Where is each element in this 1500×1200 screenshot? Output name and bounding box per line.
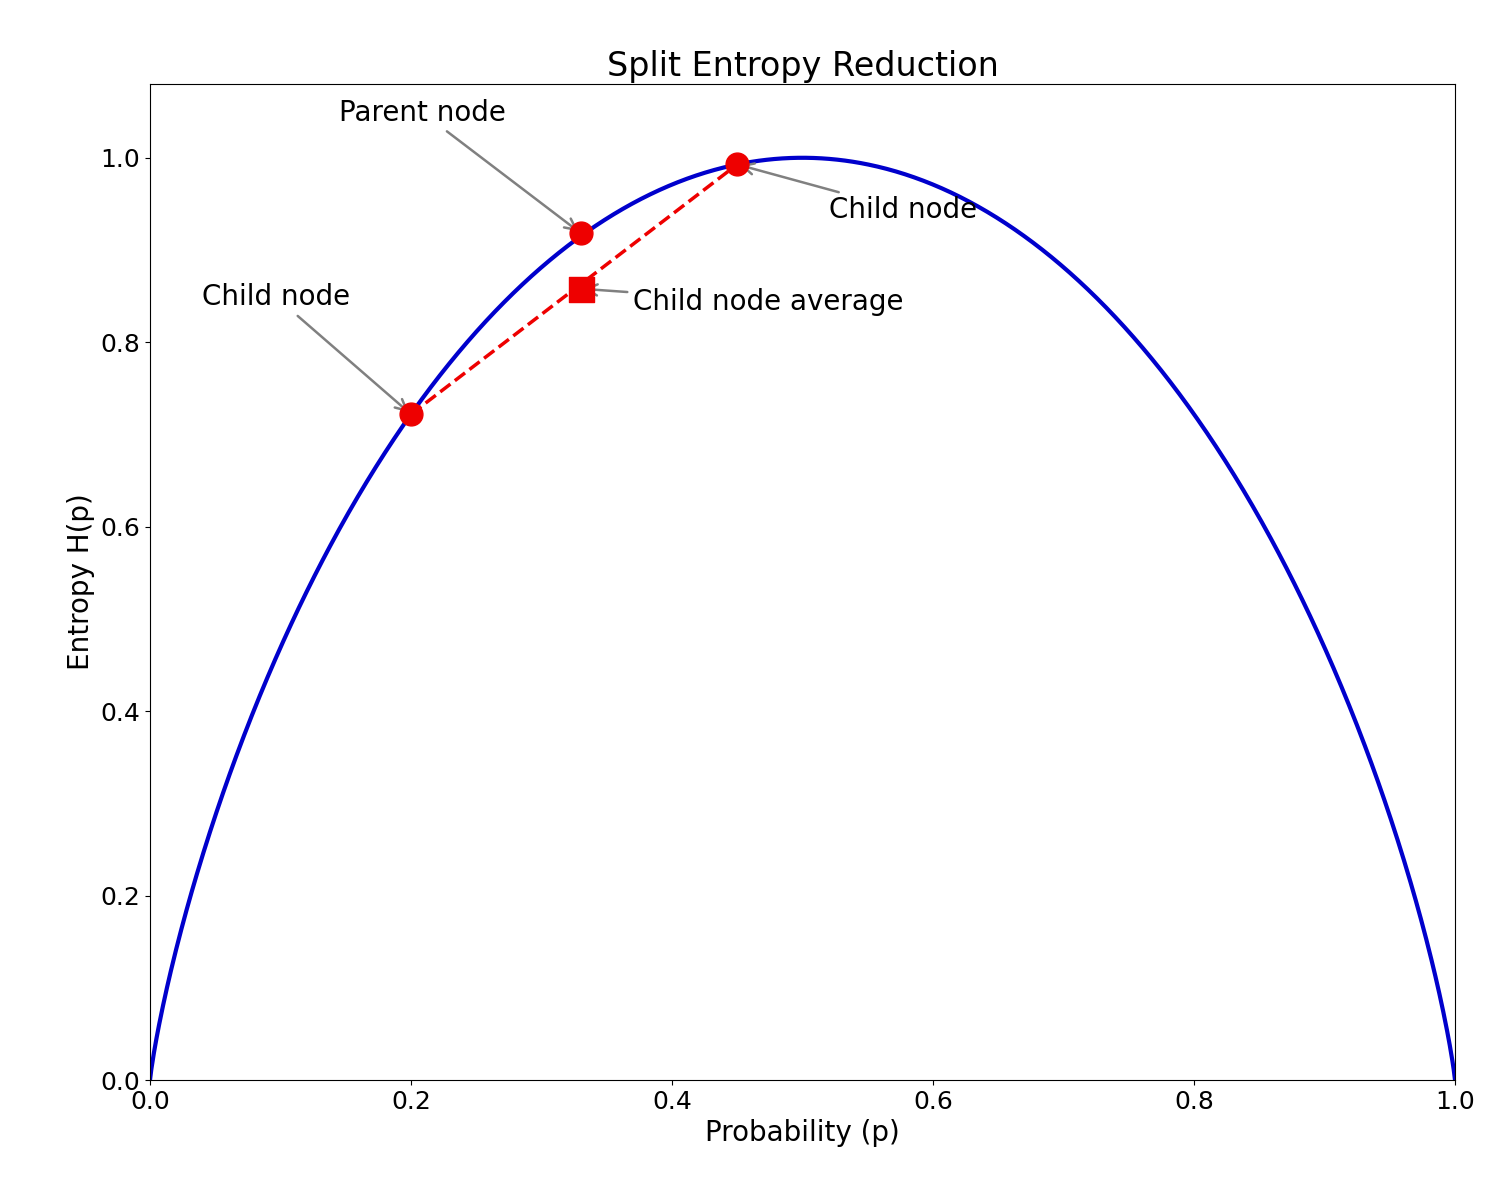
Text: Child node: Child node [742, 163, 976, 223]
Y-axis label: Entropy H(p): Entropy H(p) [68, 493, 94, 671]
X-axis label: Probability (p): Probability (p) [705, 1120, 900, 1147]
Text: Child node average: Child node average [586, 284, 903, 316]
Text: Parent node: Parent node [339, 98, 576, 229]
Point [568, 280, 592, 299]
Point [568, 223, 592, 242]
Point [399, 404, 423, 424]
Text: Child node: Child node [202, 283, 406, 410]
Point [726, 155, 750, 174]
Title: Split Entropy Reduction: Split Entropy Reduction [606, 49, 999, 83]
